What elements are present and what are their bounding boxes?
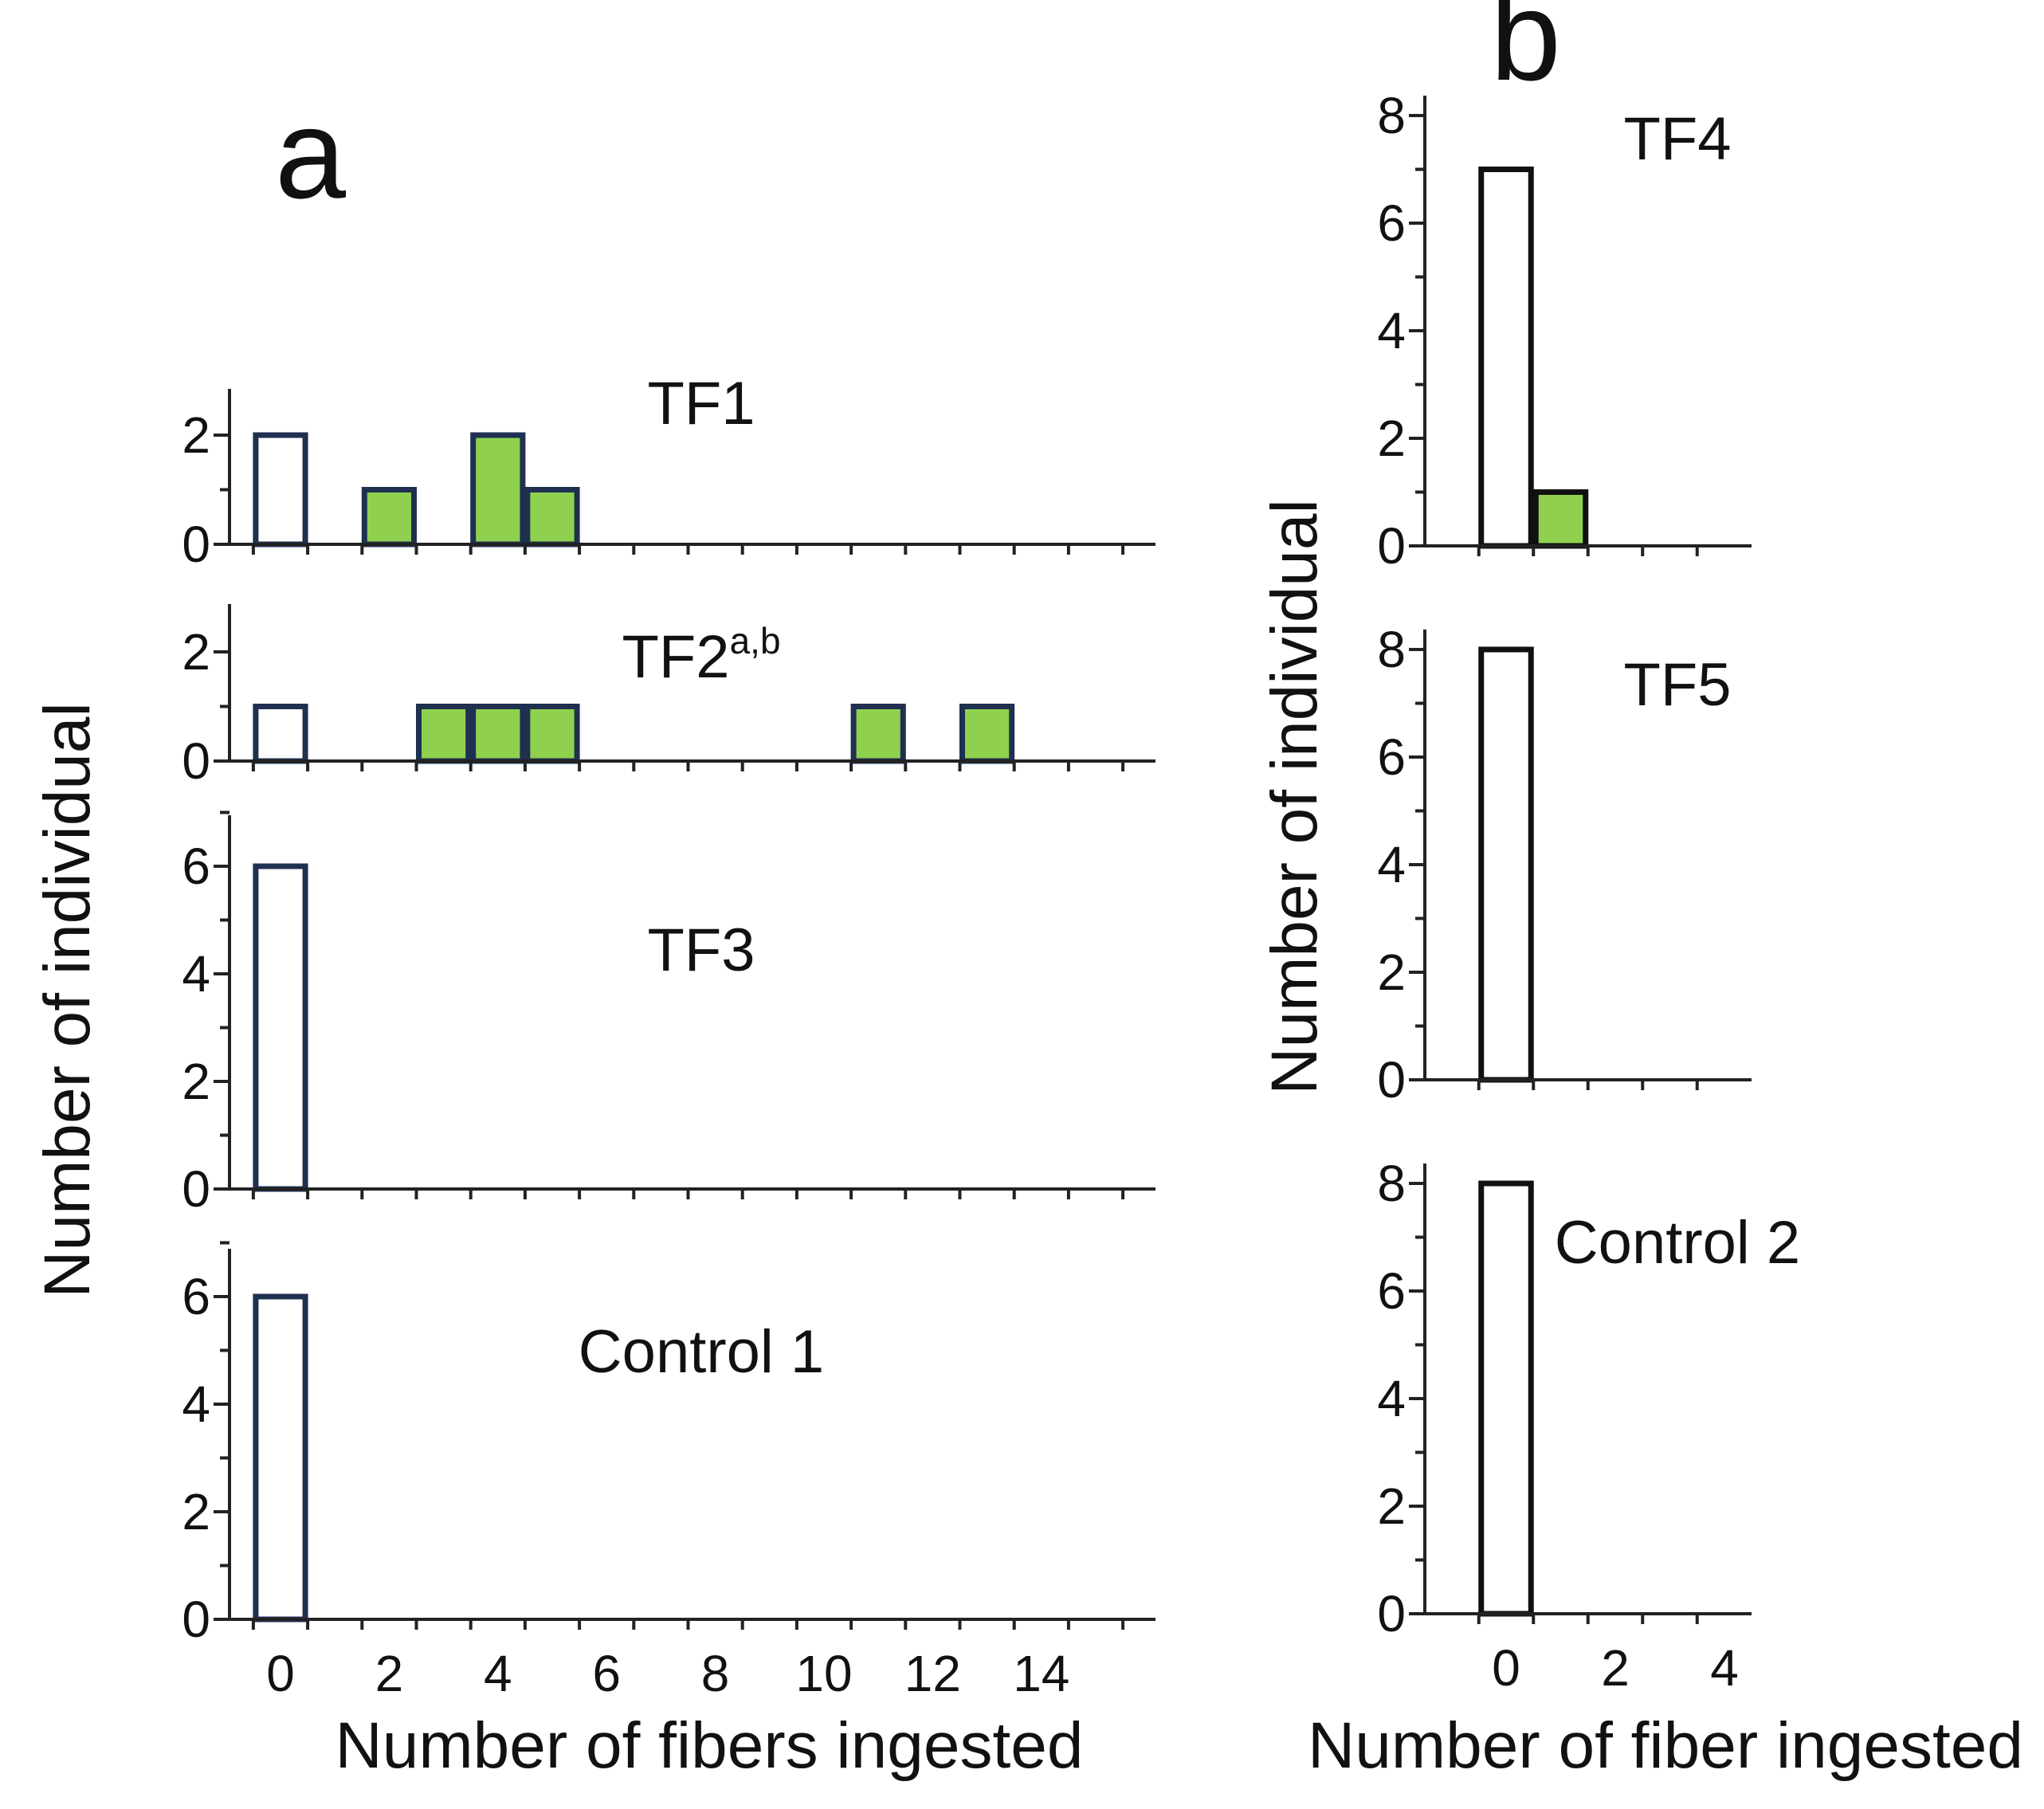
- subplot-label-tf2: TF2a,b: [622, 620, 780, 691]
- y-tick-label-tf3-4: 4: [182, 945, 210, 1003]
- subplot-label-control-2: Control 2: [1555, 1209, 1800, 1277]
- x-tick-label-control-1-6: 6: [592, 1645, 621, 1702]
- bar-tf2-x3: [416, 704, 472, 764]
- bar-tf1-x4: [470, 432, 526, 547]
- bar-tf1-x0: [253, 432, 308, 547]
- y-tick-label-control-1-4: 4: [182, 1375, 210, 1433]
- x-tick-label-control-2-0: 0: [1492, 1639, 1520, 1697]
- subplot-label-tf4: TF4: [1623, 105, 1731, 173]
- y-tick-label-control-1-0: 0: [182, 1591, 210, 1648]
- subplots: 0 2 TF1 0 2 TF2a,b 0 2 4 6 TF3 0 2 4 6 0 2 4 6 8 10 12 14 Contr…: [182, 87, 1800, 1702]
- bar-tf1-x2: [361, 487, 417, 547]
- y-tick-label-tf5-2: 2: [1377, 944, 1406, 1001]
- x-tick-label-control-1-10: 10: [795, 1645, 852, 1702]
- y-tick-label-control-1-2: 2: [182, 1483, 210, 1540]
- subplot-control-2: 0 2 4 6 8 0 2 4 Control 2: [1377, 1155, 1800, 1697]
- y-tick-label-tf5-6: 6: [1377, 728, 1406, 786]
- y-tick-label-tf4-4: 4: [1377, 302, 1406, 359]
- subplot-tf1: 0 2 TF1: [182, 370, 1155, 573]
- y-tick-label-tf5-8: 8: [1377, 621, 1406, 678]
- x-tick-label-control-1-8: 8: [701, 1645, 730, 1702]
- x-tick-label-control-1-2: 2: [375, 1645, 404, 1702]
- y-tick-label-tf5-4: 4: [1377, 836, 1406, 893]
- bar-tf2-x0: [253, 704, 308, 764]
- y-tick-label-tf4-8: 8: [1377, 87, 1406, 144]
- x-tick-label-control-1-12: 12: [904, 1645, 961, 1702]
- bar-tf1-x5: [524, 487, 580, 547]
- y-tick-label-tf3-2: 2: [182, 1053, 210, 1110]
- panel-a-letter: a: [275, 82, 346, 225]
- subplot-label-control-1: Control 1: [579, 1318, 824, 1386]
- x-tick-label-control-1-0: 0: [266, 1645, 295, 1702]
- bar-control-2-x0: [1478, 1180, 1534, 1617]
- y-tick-label-control-2-0: 0: [1377, 1585, 1406, 1642]
- bar-tf4-x0: [1478, 167, 1534, 549]
- bar-tf2-x4: [470, 704, 526, 764]
- x-tick-label-control-1-14: 14: [1013, 1645, 1069, 1702]
- subplot-tf4: 0 2 4 6 8 TF4: [1377, 87, 1752, 575]
- x-tick-label-control-2-4: 4: [1710, 1639, 1739, 1697]
- panel-b-x-axis-title: Number of fiber ingested: [1308, 1709, 2023, 1782]
- subplot-label-tf3: TF3: [647, 916, 755, 984]
- y-tick-label-tf1-0: 0: [182, 516, 210, 573]
- y-tick-label-control-2-2: 2: [1377, 1477, 1406, 1535]
- bar-tf3-x0: [253, 863, 308, 1192]
- subplot-tf3: 0 2 4 6 TF3: [182, 810, 1155, 1218]
- y-tick-label-tf4-6: 6: [1377, 194, 1406, 252]
- y-tick-label-control-2-8: 8: [1377, 1155, 1406, 1212]
- bar-tf4-x1: [1532, 489, 1589, 549]
- y-tick-label-control-1-6: 6: [182, 1268, 210, 1325]
- y-tick-label-control-2-4: 4: [1377, 1370, 1406, 1427]
- subplot-label-tf1: TF1: [647, 370, 755, 438]
- x-tick-label-control-2-2: 2: [1601, 1639, 1630, 1697]
- y-tick-label-tf4-0: 0: [1377, 517, 1406, 575]
- subplot-label-tf5: TF5: [1623, 651, 1731, 719]
- y-tick-label-tf3-0: 0: [182, 1160, 210, 1218]
- panel-a-x-axis-title: Number of fibers ingested: [335, 1709, 1084, 1782]
- y-tick-label-tf2-2: 2: [182, 623, 210, 681]
- bar-tf2-x13: [959, 704, 1015, 764]
- panel-b-letter: b: [1490, 0, 1561, 107]
- x-tick-label-control-1-4: 4: [484, 1645, 512, 1702]
- subplot-control-1: 0 2 4 6 0 2 4 6 8 10 12 14 Control 1: [182, 1241, 1155, 1702]
- y-tick-label-tf3-6: 6: [182, 838, 210, 895]
- bar-tf2-x5: [524, 704, 580, 764]
- y-tick-label-control-2-6: 6: [1377, 1262, 1406, 1320]
- bar-tf5-x0: [1478, 646, 1534, 1083]
- panel-b-y-axis-title: Number of individual: [1258, 499, 1331, 1095]
- subplot-tf5: 0 2 4 6 8 TF5: [1377, 621, 1752, 1109]
- y-tick-label-tf5-0: 0: [1377, 1051, 1406, 1109]
- panel-a-y-axis-title: Number of individual: [31, 702, 104, 1298]
- y-tick-label-tf2-0: 0: [182, 732, 210, 790]
- subplot-tf2: 0 2 TF2a,b: [182, 604, 1155, 790]
- bar-control-1-x0: [253, 1293, 308, 1623]
- y-tick-label-tf4-2: 2: [1377, 410, 1406, 467]
- bar-tf2-x11: [850, 704, 906, 764]
- y-tick-label-tf1-2: 2: [182, 406, 210, 464]
